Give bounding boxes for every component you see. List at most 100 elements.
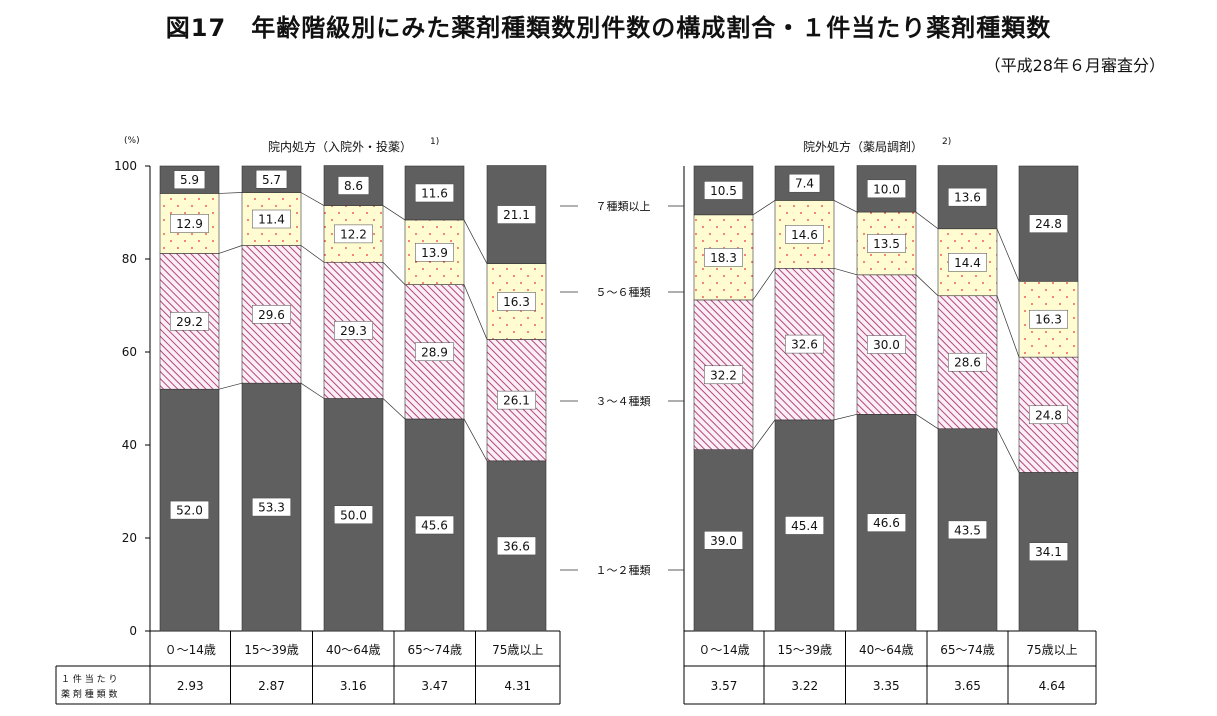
- data-label-box-c1-s3-b0: [704, 181, 743, 200]
- per-case-value-c1-3: 3.65: [954, 679, 981, 693]
- data-label-c1-s3-b4: 24.8: [1035, 217, 1062, 231]
- connector-c1-s1-2: [915, 274, 939, 296]
- legend-label-3: ７種類以上: [596, 199, 651, 213]
- data-label-box-c0-s1-b3: [415, 342, 454, 362]
- data-label-box-c0-s1-b1: [252, 305, 291, 324]
- x-tick-label-c1-0: ０～14歳: [698, 643, 749, 657]
- data-label-c1-s0-b4: 34.1: [1035, 545, 1062, 559]
- data-label-box-c1-s3-b4: [1029, 214, 1068, 233]
- y-tick-label-20: 20: [122, 531, 137, 545]
- per-case-value-c0-2: 3.16: [340, 679, 367, 693]
- chart-title-0: 院内処方（入院外・投薬）: [268, 139, 412, 154]
- data-label-box-c0-s1-b0: [170, 312, 209, 331]
- data-label-c1-s1-b0: 32.2: [710, 368, 737, 382]
- connector-c1-s2-0: [752, 200, 776, 216]
- data-label-box-c1-s0-b3: [948, 520, 987, 540]
- y-unit-label: (%): [124, 136, 140, 146]
- y-tick-label-60: 60: [122, 345, 137, 359]
- data-label-c0-s3-b2: 8.6: [344, 179, 363, 193]
- chart-note-1: 2): [942, 137, 951, 147]
- connector-c0-s1-1: [300, 245, 325, 263]
- connector-c1-s2-1: [833, 200, 858, 213]
- x-tick-label-c1-4: 75歳以上: [1026, 643, 1077, 657]
- data-label-box-c0-s3-b2: [337, 176, 370, 195]
- per-case-value-c0-1: 2.87: [258, 679, 285, 693]
- legend-label-2: ５～６種類: [596, 285, 651, 299]
- connector-c0-s0-0: [218, 382, 243, 390]
- data-label-box-c0-s2-b2: [334, 224, 373, 244]
- data-label-box-c1-s0-b2: [867, 513, 906, 532]
- data-label-c0-s1-b3: 28.9: [421, 345, 448, 359]
- legend-label-0: １～２種類: [596, 563, 651, 577]
- connector-c0-s2-0: [218, 192, 243, 194]
- data-label-c0-s2-b2: 12.2: [340, 227, 367, 241]
- per-case-value-c0-4: 4.31: [504, 679, 531, 693]
- connector-c0-s2-1: [300, 192, 325, 206]
- connector-c1-s2-3: [996, 228, 1020, 282]
- data-label-c1-s3-b1: 7.4: [795, 177, 814, 191]
- x-tick-label-c0-3: 65～74歳: [407, 643, 462, 657]
- data-label-c0-s0-b0: 52.0: [176, 504, 203, 518]
- x-tick-label-c0-2: 40～64歳: [326, 643, 381, 657]
- data-label-box-c1-s1-b4: [1029, 405, 1068, 425]
- data-label-box-c1-s0-b1: [785, 516, 824, 535]
- connector-c1-s0-3: [996, 428, 1020, 473]
- data-label-c0-s1-b4: 26.1: [503, 394, 530, 408]
- data-label-box-c1-s1-b3: [948, 352, 987, 372]
- data-label-c1-s0-b0: 39.0: [710, 534, 737, 548]
- data-label-c0-s3-b3: 11.6: [421, 186, 448, 200]
- data-label-c0-s3-b4: 21.1: [503, 208, 530, 222]
- data-label-c1-s2-b1: 14.6: [791, 228, 818, 242]
- data-label-box-c0-s2-b1: [252, 209, 291, 229]
- data-label-c1-s0-b1: 45.4: [791, 519, 818, 533]
- data-label-c1-s1-b2: 30.0: [873, 338, 900, 352]
- connector-c1-s1-0: [752, 268, 776, 301]
- connector-c1-s1-3: [996, 295, 1020, 358]
- data-label-c0-s2-b3: 13.9: [421, 246, 448, 260]
- connector-c0-s0-3: [463, 418, 488, 461]
- data-label-box-c1-s2-b1: [785, 225, 824, 244]
- data-label-c0-s3-b1: 5.7: [262, 173, 281, 187]
- data-label-box-c1-s3-b3: [948, 187, 987, 207]
- connector-c1-s0-0: [752, 419, 776, 450]
- data-label-c0-s2-b0: 12.9: [176, 217, 203, 231]
- data-label-box-c1-s0-b0: [704, 531, 743, 550]
- data-label-box-c1-s3-b1: [788, 173, 821, 193]
- connector-c0-s1-3: [463, 284, 488, 340]
- data-label-box-c1-s1-b0: [704, 365, 743, 385]
- bar-c1-s3-b3: [937, 165, 998, 230]
- data-label-c0-s0-b1: 53.3: [258, 501, 285, 515]
- per-case-value-c1-1: 3.22: [791, 679, 818, 693]
- connector-c0-s0-2: [382, 398, 406, 420]
- data-label-c0-s1-b2: 29.3: [340, 324, 367, 338]
- data-label-box-c0-s3-b1: [255, 170, 288, 189]
- x-tick-label-c1-1: 15～39歳: [777, 643, 832, 657]
- data-label-box-c0-s0-b1: [252, 497, 291, 517]
- data-label-c1-s1-b4: 24.8: [1035, 408, 1062, 422]
- connector-c0-s1-2: [382, 262, 406, 285]
- data-label-box-c0-s3-b0: [173, 170, 206, 189]
- per-case-value-c0-3: 3.47: [421, 679, 448, 693]
- data-label-box-c0-s0-b4: [497, 536, 536, 556]
- data-label-box-c0-s0-b3: [415, 515, 454, 535]
- connector-c0-s2-3: [463, 219, 488, 264]
- data-label-box-c0-s0-b2: [334, 505, 373, 524]
- data-label-box-c1-s2-b3: [948, 253, 987, 272]
- per-case-value-c1-0: 3.57: [711, 679, 738, 693]
- x-tick-label-c0-0: ０～14歳: [165, 643, 216, 657]
- data-label-box-c1-s2-b4: [1029, 309, 1068, 329]
- row-header-line1: １ 件 当 た り: [61, 673, 117, 685]
- per-case-value-c1-4: 4.64: [1039, 679, 1066, 693]
- y-tick-label-0: 0: [129, 624, 137, 638]
- chart-title-1: 院外処方（薬局調剤）: [803, 139, 923, 154]
- data-label-box-c0-s3-b3: [415, 183, 454, 203]
- data-label-c0-s1-b0: 29.2: [176, 315, 203, 329]
- data-label-c0-s3-b0: 5.9: [180, 173, 199, 187]
- x-tick-label-c1-2: 40～64歳: [859, 643, 914, 657]
- connector-c1-s1-1: [833, 267, 858, 276]
- chart-note-0: 1): [430, 137, 439, 147]
- data-label-c1-s2-b4: 16.3: [1035, 313, 1062, 327]
- per-case-value-c1-2: 3.35: [873, 679, 900, 693]
- x-tick-label-c0-4: 75歳以上: [492, 643, 543, 657]
